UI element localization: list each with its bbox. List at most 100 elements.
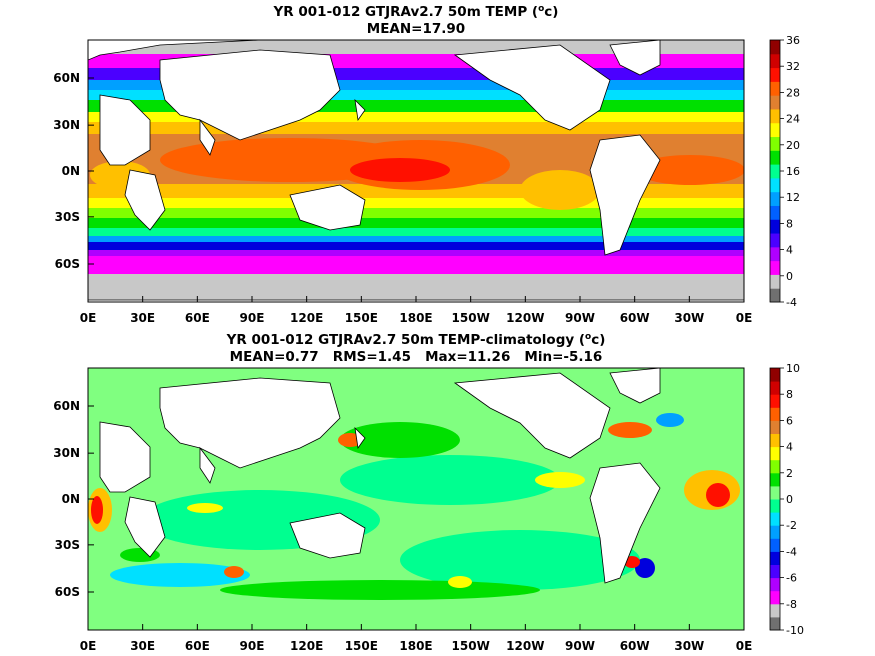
panel-1-subtitle: MEAN=17.90	[367, 21, 465, 37]
y-tick-label: 30N	[53, 118, 80, 132]
x-tick-label: 120W	[506, 639, 544, 653]
colorbar-swatch	[770, 459, 780, 474]
colorbar-tick-label: 0	[786, 493, 793, 506]
y-tick-label: 30S	[55, 538, 80, 552]
x-tick-label: 120E	[290, 311, 323, 325]
colorbar-swatch	[770, 164, 780, 179]
x-tick-label: 0E	[80, 311, 97, 325]
panel-2-title: YR 001-012 GTJRAv2.7 50m TEMP-climatolog…	[226, 332, 606, 348]
x-tick-label: 150E	[345, 311, 378, 325]
colorbar-swatch	[770, 538, 780, 552]
colorbar-swatch	[770, 420, 780, 434]
colorbar-swatch	[770, 288, 780, 303]
colorbar-swatch	[770, 67, 780, 82]
colorbar-tick-label: -10	[786, 624, 804, 637]
x-tick-label: 180E	[399, 639, 432, 653]
y-tick-label: 60N	[53, 71, 80, 85]
colorbar-swatch	[770, 433, 780, 448]
panel-1-title: YR 001-012 GTJRAv2.7 50m TEMP (oc)	[273, 4, 559, 20]
colorbar-swatch	[770, 603, 780, 618]
colorbar-tick-label: 8	[786, 217, 793, 230]
colorbar-tick-label: -4	[786, 545, 797, 558]
colorbar-tick-label: 16	[786, 165, 800, 178]
panel-1-y-axis: 60N 30N 0N 30S 60S	[53, 71, 94, 271]
y-tick-label: 0N	[62, 492, 80, 506]
x-tick-label: 30W	[674, 639, 704, 653]
colorbar-swatch	[770, 499, 780, 513]
colorbar-swatch	[770, 219, 780, 234]
panel-1-x-axis: 0E 30E 60E 90E 120E 150E 180E 150W 120W 90W 60W 30W…	[80, 296, 753, 325]
panel-1-mean-temperature: YR 001-012 GTJRAv2.7 50m TEMP (oc) MEAN=…	[53, 4, 800, 325]
x-tick-label: 60E	[185, 311, 210, 325]
colorbar-swatch	[770, 551, 780, 565]
colorbar-swatch	[770, 407, 780, 421]
colorbar-swatch	[770, 446, 780, 461]
colorbar-swatch	[770, 40, 780, 55]
colorbar-swatch	[770, 150, 780, 165]
colorbar-swatch	[770, 381, 780, 395]
panel-2-y-axis: 60N 30N 0N 30S 60S	[53, 399, 94, 599]
colorbar-swatch	[770, 616, 780, 631]
colorbar-tick-label: 4	[786, 244, 793, 257]
y-tick-label: 30S	[55, 210, 80, 224]
colorbar-tick-label: 4	[786, 441, 793, 454]
panel-2-map	[88, 368, 744, 630]
x-tick-label: 30E	[130, 311, 155, 325]
colorbar-tick-label: -6	[786, 572, 797, 585]
panel-2-x-axis: 0E 30E 60E 90E 120E 150E 180E 150W 120W 90W 60W 30W…	[80, 624, 752, 653]
x-tick-label: 120W	[506, 311, 544, 325]
x-tick-label: 60E	[185, 639, 210, 653]
y-tick-label: 60S	[55, 257, 80, 271]
colorbar-swatch	[770, 177, 780, 193]
colorbar-tick-label: -4	[786, 296, 797, 309]
x-tick-label: 180E	[399, 311, 432, 325]
y-tick-label: 60N	[53, 399, 80, 413]
y-tick-label: 30N	[53, 446, 80, 460]
colorbar-tick-label: 28	[786, 86, 800, 99]
colorbar-swatch	[770, 108, 780, 124]
colorbar-swatch	[770, 233, 780, 248]
colorbar-swatch	[770, 394, 780, 408]
x-tick-label: 60W	[620, 311, 650, 325]
colorbar-tick-label: 32	[786, 60, 800, 73]
colorbar-tick-label: 20	[786, 139, 800, 152]
colorbar-tick-label: -8	[786, 598, 797, 611]
colorbar-swatch	[770, 122, 780, 138]
colorbar-tick-label: 12	[786, 191, 800, 204]
colorbar-swatch	[770, 512, 780, 526]
x-tick-label: 90W	[565, 311, 595, 325]
colorbar-swatch	[770, 590, 780, 605]
y-tick-label: 0N	[62, 164, 80, 178]
colorbar-tick-label: 8	[786, 388, 793, 401]
x-tick-label: 60W	[620, 639, 650, 653]
x-tick-label: 150E	[345, 639, 378, 653]
x-tick-label: 0E	[80, 639, 97, 653]
colorbar-swatch	[770, 368, 780, 382]
colorbar-swatch	[770, 81, 780, 96]
x-tick-label: 90W	[565, 639, 595, 653]
colorbar-swatch	[770, 246, 780, 262]
colorbar-swatch	[770, 53, 780, 69]
y-tick-label: 60S	[55, 585, 80, 599]
colorbar-swatch	[770, 260, 780, 275]
x-tick-label: 30W	[674, 311, 704, 325]
panel-1-colorbar: 36 32 28 24 20 16 12 8 4 0 -4	[769, 34, 800, 309]
panel-1-map	[88, 40, 744, 302]
colorbar-swatch	[770, 564, 780, 579]
colorbar-swatch	[770, 274, 780, 289]
colorbar-swatch	[770, 95, 780, 110]
panel-2-colorbar: 10 8 6 4 2 0 -2 -4 -6 -8 -10	[769, 362, 804, 637]
x-tick-label: 90E	[240, 311, 265, 325]
x-tick-label: 30E	[130, 639, 155, 653]
x-tick-label: 0E	[736, 311, 753, 325]
colorbar-swatch	[770, 136, 780, 151]
colorbar-swatch	[770, 205, 780, 220]
colorbar-tick-label: -2	[786, 519, 797, 532]
colorbar-swatch	[770, 485, 780, 500]
x-tick-label: 120E	[290, 639, 323, 653]
colorbar-tick-label: 24	[786, 113, 800, 126]
panel-2-subtitle: MEAN=0.77 RMS=1.45 Max=11.26 Min=-5.16	[230, 349, 603, 365]
colorbar-swatch	[770, 525, 780, 539]
colorbar-swatch	[770, 191, 780, 206]
